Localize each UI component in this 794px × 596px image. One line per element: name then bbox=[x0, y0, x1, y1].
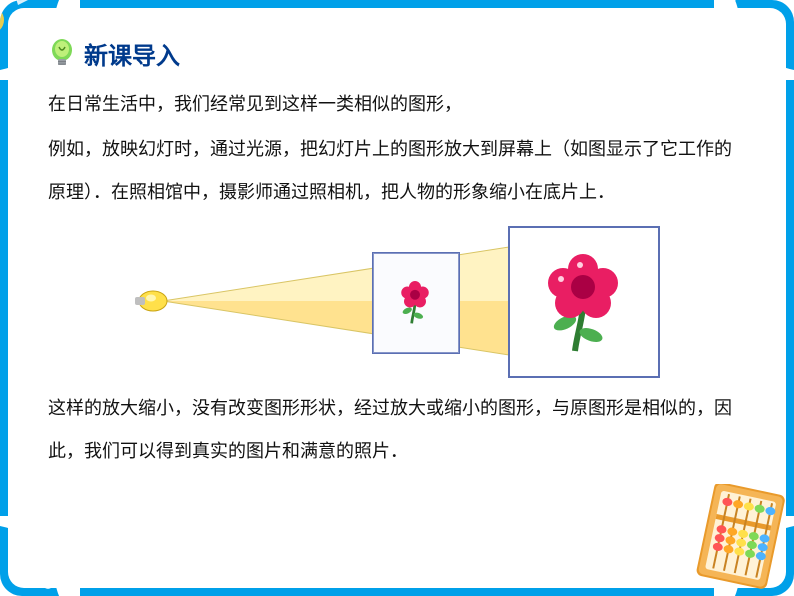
frame-edge-bottom bbox=[80, 588, 714, 596]
abacus-icon bbox=[696, 484, 790, 594]
frame-edge-left bbox=[0, 80, 8, 516]
section-title: 新课导入 bbox=[84, 36, 180, 71]
paragraph-2: 例如，放映幻灯时，通过光源，把幻灯片上的图形放大到屏幕上（如图显示了它工作的原理… bbox=[48, 128, 746, 214]
slide-content: 新课导入 在日常生活中，我们经常见到这样一类相似的图形， 例如，放映幻灯时，通过… bbox=[8, 8, 786, 588]
frame-edge-top bbox=[80, 0, 714, 8]
slide-frame: π a π + bbox=[0, 0, 794, 596]
lightbulb-icon bbox=[48, 38, 76, 70]
projection-diagram bbox=[117, 221, 677, 381]
frame-edge-right bbox=[786, 80, 794, 516]
paragraph-3: 这样的放大缩小，没有改变图形形状，经过放大或缩小的图形，与原图形是相似的，因此，… bbox=[48, 387, 746, 473]
section-header: 新课导入 bbox=[48, 36, 746, 71]
paragraph-1: 在日常生活中，我们经常见到这样一类相似的图形， bbox=[48, 83, 746, 126]
